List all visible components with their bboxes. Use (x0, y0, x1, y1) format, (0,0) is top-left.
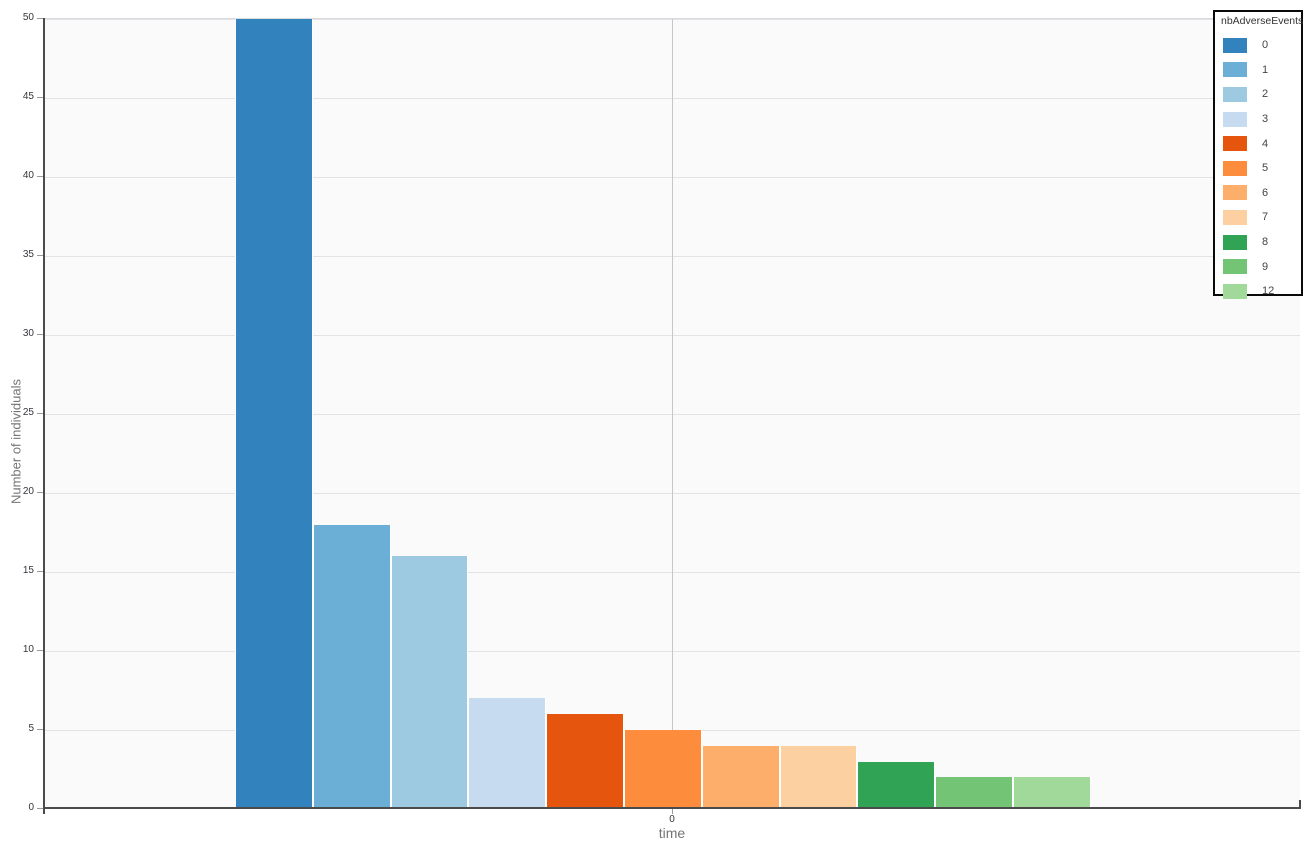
y-tick-mark-15 (37, 571, 43, 572)
legend-label-1: 1 (1262, 63, 1269, 76)
y-tick-mark-50 (37, 18, 43, 19)
legend-swatch-1 (1223, 62, 1247, 78)
y-tick-mark-30 (37, 334, 43, 335)
legend-swatch-12 (1223, 283, 1247, 299)
legend-item-5[interactable]: 5 (1215, 156, 1301, 181)
legend-title: nbAdverseEvents (1221, 15, 1304, 27)
legend-item-2[interactable]: 2 (1215, 82, 1301, 107)
bar-nbadverseevents-0[interactable] (235, 19, 313, 809)
x-axis-line (44, 807, 1301, 809)
y-tick-label-15: 15 (22, 565, 34, 576)
y-tick-label-35: 35 (22, 249, 34, 260)
legend-swatch-6 (1223, 185, 1247, 201)
legend-label-6: 6 (1262, 186, 1269, 199)
y-tick-label-40: 40 (22, 170, 34, 181)
gridline-x-0 (672, 19, 673, 809)
y-tick-label-0: 0 (28, 802, 34, 813)
y-tick-mark-20 (37, 492, 43, 493)
legend-label-9: 9 (1262, 260, 1269, 273)
y-tick-label-10: 10 (22, 644, 34, 655)
bar-nbadverseevents-7[interactable] (779, 745, 858, 809)
legend-label-0: 0 (1262, 39, 1269, 52)
y-tick-label-45: 45 (22, 91, 34, 102)
y-tick-label-50: 50 (22, 12, 34, 23)
legend-item-8[interactable]: 8 (1215, 230, 1301, 255)
x-tick-mark (672, 809, 673, 814)
bar-nbadverseevents-8[interactable] (857, 761, 936, 809)
legend-swatch-2 (1223, 86, 1247, 102)
legend-swatch-0 (1223, 37, 1247, 53)
legend-label-3: 3 (1262, 113, 1269, 126)
legend-swatch-9 (1223, 259, 1247, 275)
legend-items: 0 1 2 3 4 5 6 7 8 9 12 (1215, 33, 1301, 304)
y-axis-line (43, 18, 45, 814)
legend-item-0[interactable]: 0 (1215, 33, 1301, 58)
y-tick-mark-35 (37, 255, 43, 256)
y-tick-mark-10 (37, 650, 43, 651)
legend-item-12[interactable]: 12 (1215, 279, 1301, 304)
x-axis-end-tick (1299, 800, 1301, 808)
legend-swatch-5 (1223, 160, 1247, 176)
bar-nbadverseevents-2[interactable] (390, 556, 469, 809)
legend-label-2: 2 (1262, 88, 1269, 101)
legend-item-4[interactable]: 4 (1215, 131, 1301, 156)
x-axis-title: time (658, 825, 686, 841)
x-tick-label: 0 (669, 814, 675, 825)
legend-label-8: 8 (1262, 236, 1269, 249)
plot-area (44, 18, 1300, 809)
legend-item-9[interactable]: 9 (1215, 254, 1301, 279)
legend-swatch-3 (1223, 111, 1247, 127)
legend-label-4: 4 (1262, 137, 1269, 150)
legend-swatch-7 (1223, 209, 1247, 225)
bar-nbadverseevents-9[interactable] (935, 777, 1013, 809)
bar-nbadverseevents-1[interactable] (312, 524, 391, 809)
legend-item-3[interactable]: 3 (1215, 107, 1301, 132)
legend-item-6[interactable]: 6 (1215, 181, 1301, 206)
bar-nbadverseevents-3[interactable] (468, 698, 547, 809)
y-tick-mark-0 (37, 808, 43, 809)
bar-nbadverseevents-6[interactable] (701, 745, 780, 809)
y-tick-label-20: 20 (22, 486, 34, 497)
y-tick-label-25: 25 (22, 407, 34, 418)
legend-item-7[interactable]: 7 (1215, 205, 1301, 230)
y-tick-mark-45 (37, 97, 43, 98)
bar-nbadverseevents-12[interactable] (1013, 777, 1091, 809)
legend-item-1[interactable]: 1 (1215, 58, 1301, 83)
legend-swatch-4 (1223, 136, 1247, 152)
y-tick-mark-5 (37, 729, 43, 730)
legend-label-5: 5 (1262, 162, 1269, 175)
y-axis-title: Number of individuals (8, 379, 24, 505)
legend-label-12: 12 (1262, 285, 1275, 298)
bar-nbadverseevents-4[interactable] (546, 714, 624, 809)
bar-nbadverseevents-5[interactable] (624, 730, 702, 809)
y-tick-mark-40 (37, 176, 43, 177)
legend-label-7: 7 (1262, 211, 1269, 224)
legend-swatch-8 (1223, 234, 1247, 250)
legend: nbAdverseEvents 0 1 2 3 4 5 6 7 8 9 12 (1213, 10, 1304, 299)
y-tick-label-5: 5 (28, 723, 34, 734)
y-tick-mark-25 (37, 413, 43, 414)
y-tick-label-30: 30 (22, 328, 34, 339)
